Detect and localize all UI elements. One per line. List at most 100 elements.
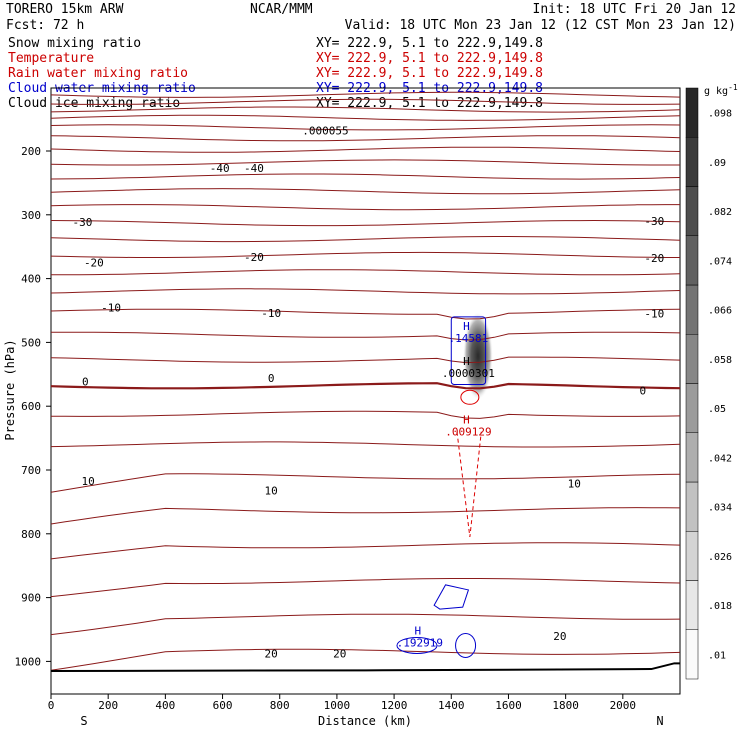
colorbar-tick-label: .074 [708,256,732,267]
init-time: Init: 18 UTC Fri 20 Jan 12 [533,2,737,17]
legend-rain: Rain water mixing ratio [8,66,188,81]
isotherm [50,236,681,243]
contour-label: 20 [265,648,278,661]
contour-label: -20 [244,251,264,264]
isotherm [50,173,681,180]
isotherm [50,613,681,636]
y-tick-label: 600 [21,400,41,413]
colorbar-unit: g kg-1 [704,83,738,97]
extremum-h: H [463,414,470,427]
rain-contour [456,431,482,538]
colorbar: g kg-1 .01 .018 .026 .034 .042 .05 .058 .066 .07… [685,83,738,680]
legend-snow-xy: XY= 222.9, 5.1 to 222.9,149.8 [316,36,543,51]
contour-label: -30 [73,216,93,229]
contour-label: -40 [244,162,264,175]
colorbar-swatch [685,432,699,483]
isotherm [50,188,681,195]
isotherm [50,124,681,131]
legend-snow: Snow mixing ratio [8,36,141,51]
colorbar-tick-label: .018 [708,601,732,612]
header: TORERO 15km ARW NCAR/MMM Init: 18 UTC Fr… [6,2,736,33]
extremum-value: .0000301 [442,367,495,380]
temperature-labels: -40 -40 -30 -30 -20 -20 -20 -10 -10 -10 0 0 0 10 10 10 2… [73,162,665,661]
rain-contour-core [460,389,480,405]
contour-label: 10 [568,477,581,490]
colorbar-tick-label: .058 [708,355,732,366]
extremum-value: .14581 [449,332,489,345]
colorbar-swatch [685,137,699,187]
rain-contours [456,389,482,538]
contour-label: 0 [268,372,275,385]
forecast-hour: Fcst: 72 h [6,18,84,33]
contour-label: 20 [553,630,566,643]
contour-label: 10 [82,475,95,488]
cloud-water-contour-lower-a [433,584,470,610]
x-tick-label: 200 [98,699,118,712]
colorbar-swatch [685,531,699,581]
y-tick-label: 1000 [15,655,42,668]
isotherm [50,578,681,598]
isotherm [50,106,681,113]
north-label: N [656,714,663,728]
colorbar-tick-label: .026 [708,552,732,563]
plot-area: -40 -40 -30 -30 -20 -20 -20 -10 -10 -10 0 0 0 10 10 10 2… [50,87,681,695]
zero-isotherm [50,382,681,390]
extremum-value: .009129 [445,426,491,439]
terrain-surface [50,662,680,672]
colorbar-tick-label: .066 [708,306,732,317]
isotherm [50,356,681,364]
colorbar-tick-label: .098 [708,109,732,120]
colorbar-tick-label: .05 [708,404,726,415]
contour-label: 0 [82,375,89,388]
isotherm [50,441,681,448]
isotherm [50,269,681,276]
isotherm [50,135,681,142]
org-title: NCAR/MMM [250,2,313,17]
isotherm [50,114,681,121]
x-tick-label: 2000 [610,699,637,712]
x-tick-label: 600 [213,699,233,712]
legend-cloud-ice-xy: XY= 222.9, 5.1 to 222.9,149.8 [316,96,543,111]
isotherm [50,542,681,560]
extremum-h: H [463,355,470,368]
isotherm [50,331,681,341]
isotherm [50,410,681,419]
legend-rain-xy: XY= 222.9, 5.1 to 222.9,149.8 [316,66,543,81]
contour-label: 0 [640,384,647,397]
isotherm [50,204,680,211]
cloud-water-contours [396,316,487,658]
x-tick-label: 1000 [324,699,351,712]
y-tick-label: 800 [21,528,41,541]
isotherm [50,91,681,98]
x-tick-label: 1800 [552,699,579,712]
colorbar-swatch [685,629,699,680]
colorbar-swatch [685,334,699,384]
y-tick-label: 700 [21,464,41,477]
temperature-contours [50,91,681,671]
plot-frame [50,87,681,695]
x-tick-label: 1600 [495,699,522,712]
colorbar-swatch [685,383,699,433]
isotherm [50,308,681,320]
isotherm [50,288,681,295]
x-axis-label: Distance (km) [318,714,412,728]
extremum-h: H [415,624,422,637]
colorbar-swatch [685,481,699,532]
colorbar-tick-label: .082 [708,207,732,218]
contour-label: -20 [644,252,664,265]
contour-label: -10 [261,307,281,320]
terrain-line [50,662,680,672]
extremum-h: H [463,320,470,333]
field-legend: Snow mixing ratio XY= 222.9, 5.1 to 222.… [8,36,543,111]
colorbar-unit-sup: -1 [728,83,738,92]
isotherm [50,146,681,153]
isotherm [50,507,681,525]
y-tick-label: 300 [21,209,41,222]
y-tick-label: 900 [21,592,41,605]
contour-label: 20 [333,648,346,661]
x-tick-label: 800 [270,699,290,712]
isotherm [50,219,681,227]
extremum-value: .000055 [302,125,348,138]
colorbar-swatch [685,580,699,630]
